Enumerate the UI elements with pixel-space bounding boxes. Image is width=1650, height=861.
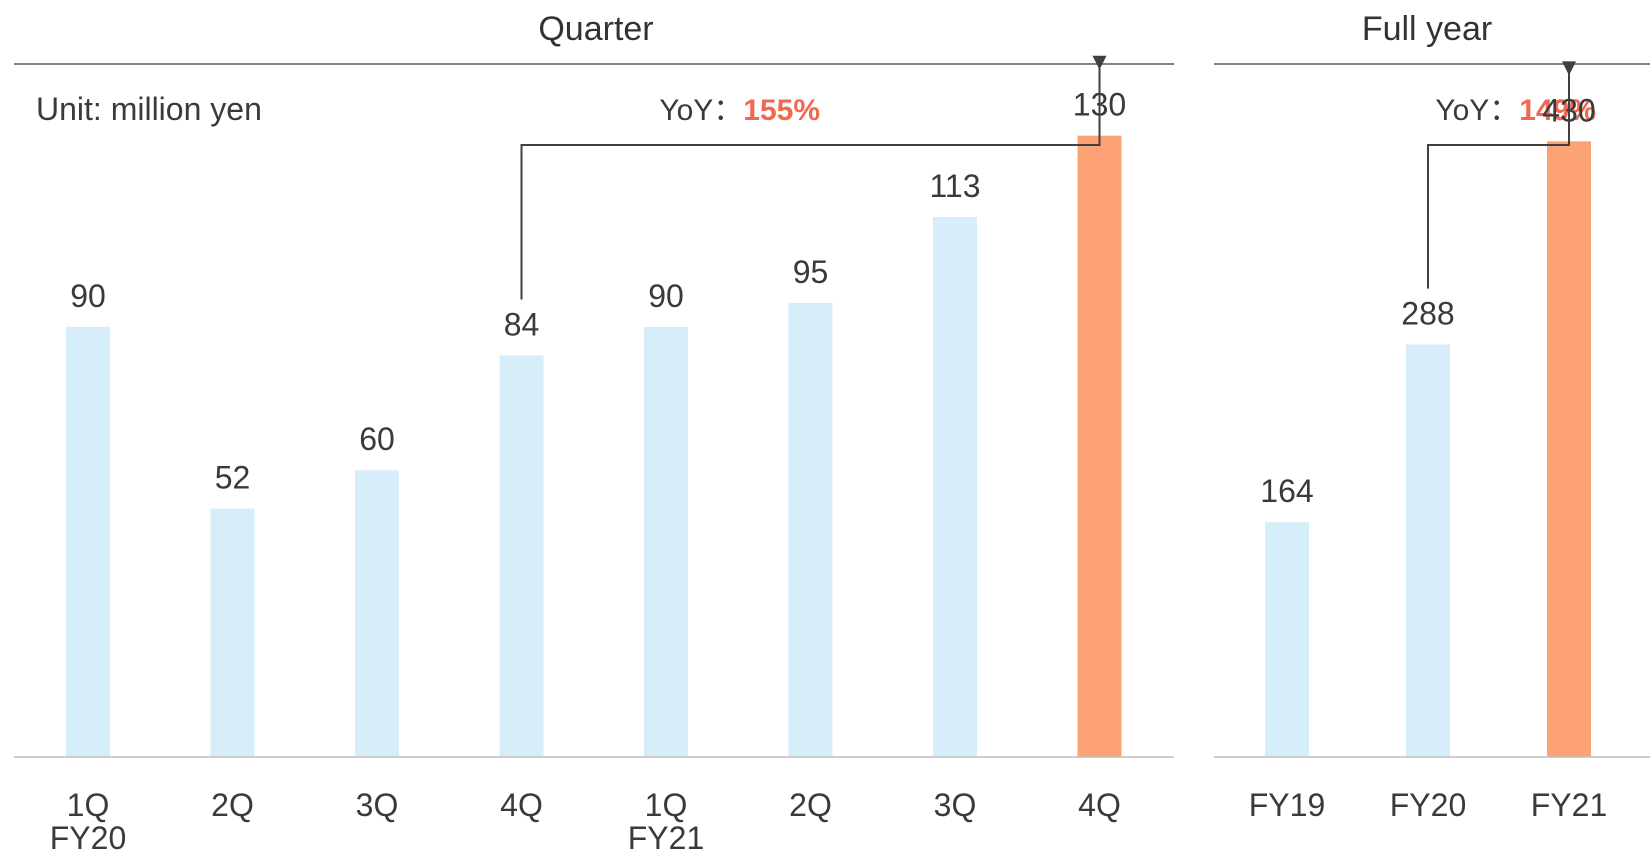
quarter-bar-5 bbox=[788, 302, 833, 757]
quarter-bar-4 bbox=[644, 326, 688, 757]
quarter-yoy-value: 155% bbox=[743, 94, 820, 127]
quarter-bar-1 bbox=[210, 508, 255, 757]
quarter-bar-0 bbox=[66, 326, 110, 757]
fullyear-bar-1 bbox=[1406, 344, 1450, 757]
quarter-yoy-label: YoY： bbox=[659, 94, 743, 127]
quarter-panel: Quarter Unit: million yen YoY：155% 90 1Q 5… bbox=[14, 10, 1174, 856]
quarter-group-label-fy20: FY20 bbox=[50, 820, 126, 856]
quarter-value-label-2: 60 bbox=[359, 421, 395, 457]
quarter-category-label-4: 1Q bbox=[645, 787, 688, 823]
quarter-category-label-0: 1Q bbox=[67, 787, 110, 823]
fullyear-value-label-0: 164 bbox=[1260, 473, 1313, 509]
fullyear-yoy-value: 149% bbox=[1519, 94, 1596, 127]
quarter-bar-2 bbox=[355, 470, 399, 757]
fullyear-category-label-0: FY19 bbox=[1249, 787, 1325, 823]
fullyear-category-label-2: FY21 bbox=[1531, 787, 1607, 823]
quarter-category-label-7: 4Q bbox=[1078, 787, 1121, 823]
fullyear-title: Full year bbox=[1362, 10, 1492, 48]
fullyear-yoy-bracket bbox=[1427, 63, 1570, 289]
quarter-title: Quarter bbox=[538, 10, 653, 48]
quarter-category-label-3: 4Q bbox=[500, 787, 543, 823]
fullyear-value-label-1: 288 bbox=[1401, 296, 1454, 332]
quarter-yoy-bracket bbox=[520, 57, 1101, 300]
fullyear-bar-0 bbox=[1265, 522, 1309, 757]
fullyear-category-label-1: FY20 bbox=[1390, 787, 1466, 823]
fullyear-yoy-label: YoY： bbox=[1435, 94, 1519, 127]
quarter-value-label-1: 52 bbox=[215, 459, 251, 495]
quarter-value-label-3: 84 bbox=[504, 307, 540, 343]
quarter-category-label-2: 3Q bbox=[356, 787, 399, 823]
quarter-category-label-1: 2Q bbox=[211, 787, 254, 823]
quarter-yoy-annotation: YoY：155% bbox=[659, 94, 820, 127]
quarter-category-label-5: 2Q bbox=[789, 787, 832, 823]
quarter-value-label-4: 90 bbox=[648, 278, 684, 314]
unit-label: Unit: million yen bbox=[36, 91, 262, 127]
quarter-group-label-fy21: FY21 bbox=[628, 820, 704, 856]
quarter-bar-3 bbox=[499, 355, 544, 757]
quarter-value-label-5: 95 bbox=[793, 254, 829, 290]
quarter-category-label-6: 3Q bbox=[934, 787, 977, 823]
quarter-bar-6 bbox=[933, 216, 977, 757]
fullyear-yoy-arrowhead bbox=[1562, 61, 1576, 76]
quarter-bar-7 bbox=[1077, 135, 1122, 758]
fullyear-yoy-annotation: YoY：149% bbox=[1435, 94, 1596, 127]
quarter-value-label-0: 90 bbox=[70, 278, 106, 314]
quarter-yoy-arrowhead bbox=[1092, 55, 1107, 70]
fullyear-bar-2 bbox=[1547, 141, 1591, 757]
quarter-value-label-6: 113 bbox=[929, 168, 980, 204]
